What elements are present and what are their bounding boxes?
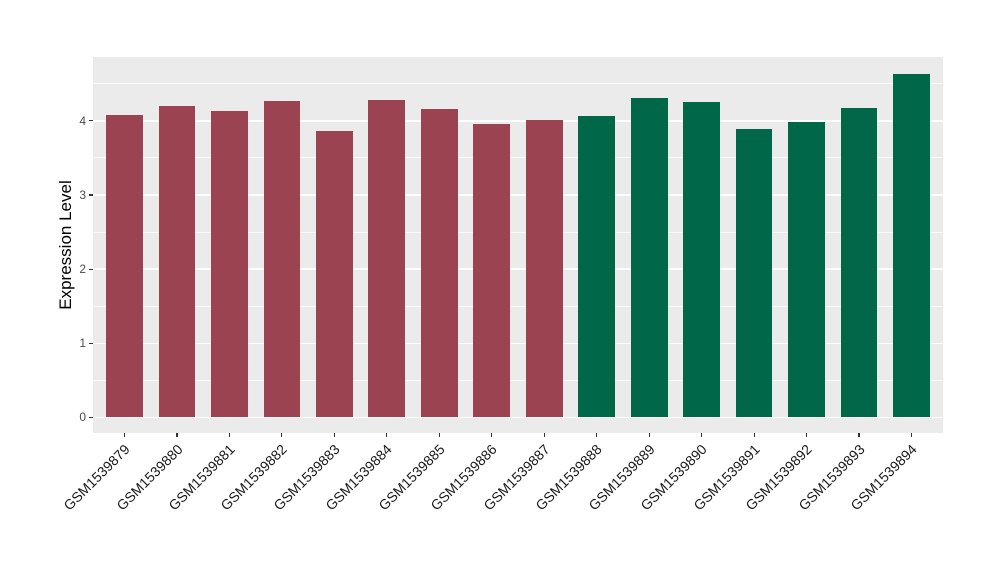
bar-gsm1539889 bbox=[630, 97, 668, 418]
x-axis-tick bbox=[805, 433, 808, 437]
bar-gsm1539885 bbox=[420, 108, 458, 418]
gridline-major bbox=[93, 268, 943, 270]
x-axis-tick bbox=[123, 433, 126, 437]
y-axis-tick-label: 4 bbox=[79, 113, 86, 128]
x-axis-tick bbox=[701, 433, 703, 437]
y-axis-tick bbox=[89, 194, 93, 196]
bar-gsm1539884 bbox=[368, 100, 406, 418]
y-axis-tick-label: 1 bbox=[79, 336, 86, 351]
gridline-major bbox=[93, 120, 943, 122]
gridline-minor bbox=[93, 379, 943, 381]
x-axis-tick bbox=[228, 433, 230, 437]
y-axis-tick-label: 2 bbox=[79, 262, 86, 277]
bar-gsm1539893 bbox=[840, 108, 878, 418]
gridline-major bbox=[93, 194, 943, 196]
x-axis-tick bbox=[910, 433, 913, 437]
gridline-minor bbox=[93, 83, 943, 85]
x-axis-tick bbox=[648, 433, 650, 437]
x-axis-tick bbox=[438, 433, 440, 437]
y-axis-tick bbox=[89, 120, 93, 122]
y-axis-tick bbox=[89, 416, 93, 418]
bar-gsm1539888 bbox=[578, 115, 616, 418]
gridline-minor bbox=[93, 157, 943, 159]
bar-gsm1539883 bbox=[315, 131, 353, 418]
x-axis-tick bbox=[281, 433, 283, 437]
y-axis-tick bbox=[89, 342, 93, 344]
gridline-major bbox=[93, 342, 943, 344]
y-axis-tick-label: 3 bbox=[79, 187, 86, 202]
x-axis-tick bbox=[596, 433, 598, 437]
bar-gsm1539892 bbox=[788, 122, 825, 418]
y-axis-tick bbox=[89, 268, 93, 270]
bar-gsm1539891 bbox=[735, 128, 773, 418]
gridline-minor bbox=[93, 231, 943, 233]
bar-gsm1539882 bbox=[263, 101, 301, 418]
bar-gsm1539894 bbox=[893, 74, 930, 418]
bar-gsm1539886 bbox=[473, 123, 511, 418]
bar-gsm1539880 bbox=[158, 105, 196, 418]
gridline-minor bbox=[93, 305, 943, 307]
x-axis-tick bbox=[491, 433, 493, 437]
x-axis-tick bbox=[176, 433, 178, 437]
plot-panel bbox=[93, 57, 943, 433]
bar-gsm1539881 bbox=[211, 111, 248, 418]
x-axis-tick bbox=[858, 433, 860, 437]
bar-gsm1539890 bbox=[683, 102, 720, 418]
gridline-major bbox=[93, 416, 943, 419]
x-axis-tick bbox=[543, 433, 545, 437]
x-axis-tick bbox=[333, 433, 335, 437]
y-axis-tick-label: 0 bbox=[79, 410, 86, 425]
bar-gsm1539887 bbox=[525, 120, 563, 418]
x-axis-tick bbox=[386, 433, 388, 437]
x-axis-tick bbox=[753, 433, 755, 437]
bar-gsm1539879 bbox=[106, 114, 143, 418]
